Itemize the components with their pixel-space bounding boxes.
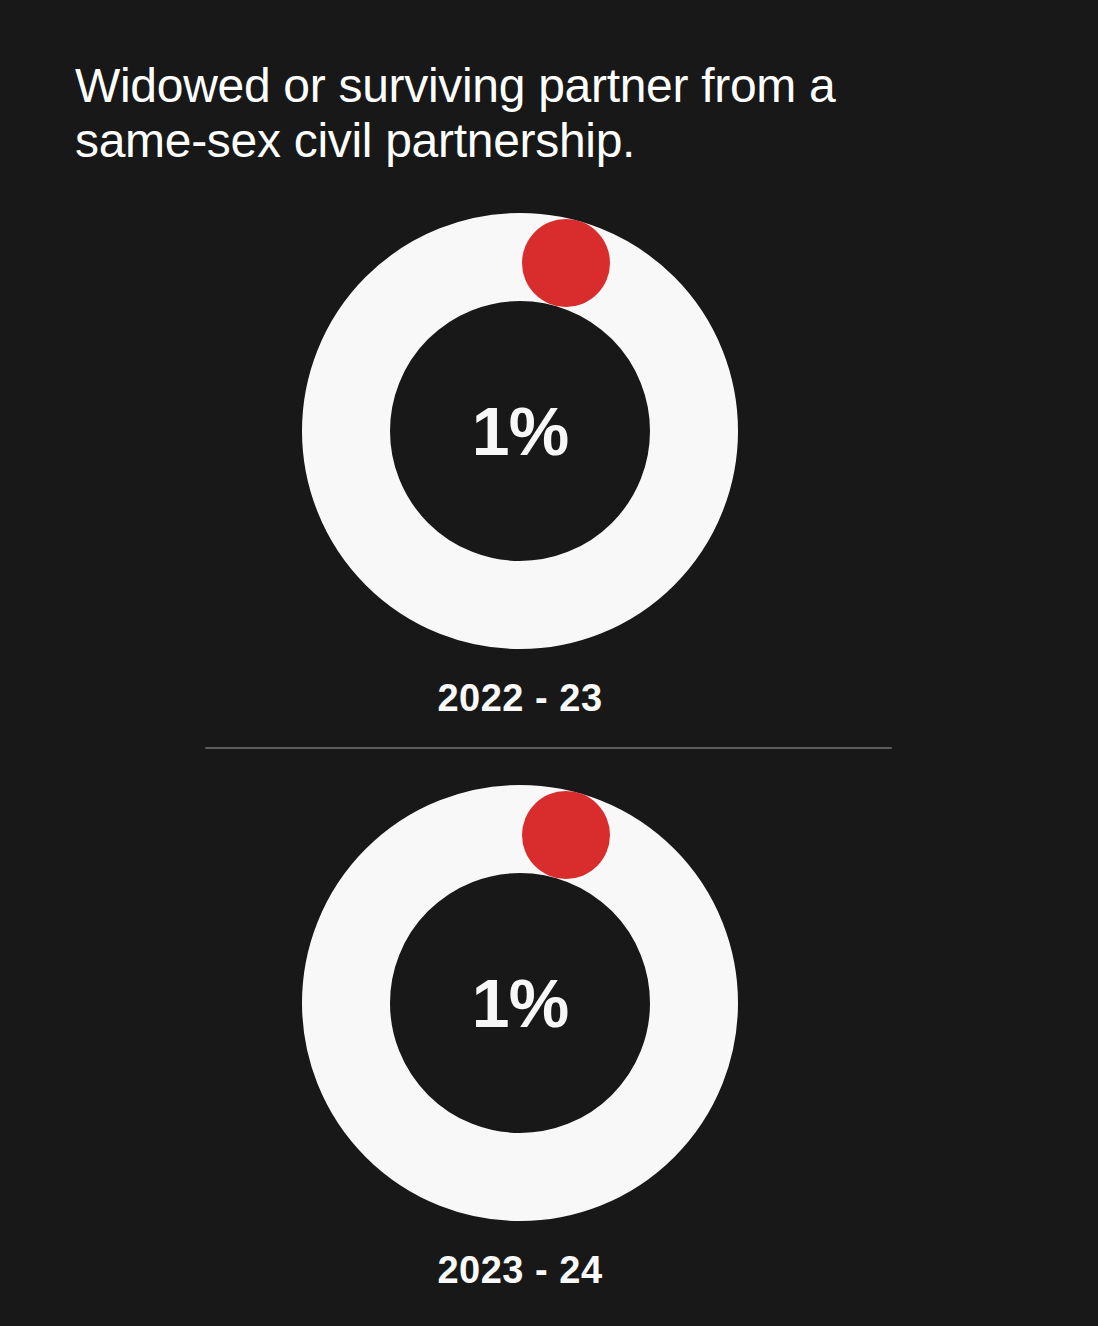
chart-period-label: 2023 - 24	[437, 1247, 602, 1293]
donut-ring-svg	[300, 783, 740, 1223]
red-marker-dot	[522, 219, 610, 307]
chart-period-label: 2022 - 23	[437, 675, 602, 721]
donut-ring	[346, 829, 694, 1177]
page-title: Widowed or surviving partner from a same…	[75, 58, 955, 168]
infographic-content: Widowed or surviving partner from a same…	[0, 58, 1040, 1293]
donut-ring-svg	[300, 211, 740, 651]
donut-chart-2023-24: 1% 2023 - 24	[0, 749, 1040, 1293]
donut-chart-2022-23: 1% 2022 - 23	[0, 168, 1040, 721]
red-marker-dot	[522, 791, 610, 879]
donut-ring	[346, 257, 694, 605]
donut-2: 1%	[300, 783, 740, 1223]
donut-1: 1%	[300, 211, 740, 651]
